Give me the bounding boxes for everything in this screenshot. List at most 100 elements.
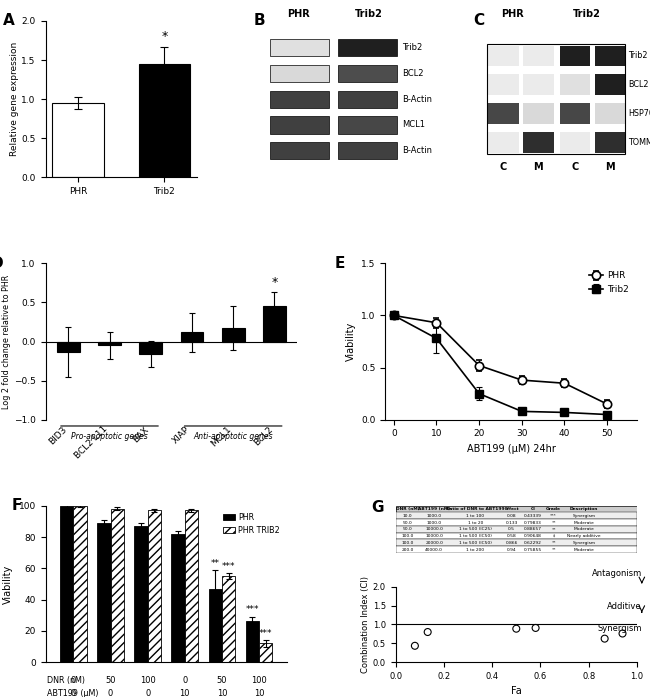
Text: Synergism: Synergism — [597, 625, 642, 634]
Text: 0.5: 0.5 — [508, 528, 515, 531]
Text: 0: 0 — [71, 689, 76, 697]
Text: Additive: Additive — [607, 602, 642, 611]
FancyBboxPatch shape — [523, 75, 554, 95]
Text: **: ** — [211, 558, 220, 567]
Text: 100.0: 100.0 — [402, 534, 414, 538]
Text: 10.0: 10.0 — [403, 514, 413, 518]
Text: HSP70: HSP70 — [628, 109, 650, 118]
Text: Ratio of DNR to ABT199: Ratio of DNR to ABT199 — [446, 507, 504, 511]
FancyBboxPatch shape — [595, 75, 625, 95]
Text: 50: 50 — [105, 676, 116, 685]
FancyBboxPatch shape — [338, 142, 397, 160]
Bar — [53, 103, 104, 177]
Text: 0.79833: 0.79833 — [525, 521, 542, 525]
FancyBboxPatch shape — [560, 132, 590, 153]
Text: 0.94: 0.94 — [506, 548, 516, 551]
Text: 10000.0: 10000.0 — [425, 528, 443, 531]
FancyBboxPatch shape — [560, 75, 590, 95]
Text: Effect: Effect — [504, 507, 519, 511]
FancyBboxPatch shape — [396, 512, 637, 519]
Bar — [148, 510, 161, 662]
Bar — [259, 643, 272, 662]
FancyBboxPatch shape — [396, 533, 637, 539]
Text: 1 to 100: 1 to 100 — [466, 514, 484, 518]
Bar — [138, 64, 190, 177]
X-axis label: Fa: Fa — [511, 687, 522, 696]
FancyBboxPatch shape — [396, 506, 637, 512]
Text: 0: 0 — [108, 689, 113, 697]
Bar — [73, 506, 86, 662]
Text: ‡: ‡ — [552, 534, 555, 538]
Text: **: ** — [551, 528, 556, 531]
Text: B-Actin: B-Actin — [402, 146, 432, 155]
Text: ***: *** — [246, 606, 259, 615]
Text: *: * — [161, 30, 168, 43]
Text: 20000.0: 20000.0 — [425, 541, 443, 545]
Text: ABT199 (nM): ABT199 (nM) — [418, 507, 450, 511]
Bar — [57, 342, 79, 352]
FancyBboxPatch shape — [560, 45, 590, 66]
Text: 0.90648: 0.90648 — [525, 534, 542, 538]
Bar — [181, 332, 203, 342]
Text: Synergism: Synergism — [573, 541, 595, 545]
Bar — [111, 509, 124, 662]
Text: B-Actin: B-Actin — [402, 95, 432, 104]
Text: Moderate: Moderate — [573, 548, 594, 551]
Y-axis label: Log 2 fold change relative to PHR: Log 2 fold change relative to PHR — [2, 275, 11, 408]
Text: 0.08: 0.08 — [506, 514, 516, 518]
Text: Synergism: Synergism — [573, 514, 595, 518]
Text: PHR: PHR — [501, 9, 524, 20]
Text: **: ** — [551, 541, 556, 545]
FancyBboxPatch shape — [488, 45, 519, 66]
Legend: PHR, PHR TRIB2: PHR, PHR TRIB2 — [220, 510, 283, 538]
Text: 100.0: 100.0 — [402, 541, 414, 545]
Text: 100: 100 — [251, 676, 267, 685]
Text: G: G — [371, 500, 384, 515]
Text: **: ** — [551, 548, 556, 551]
Bar — [222, 328, 244, 342]
Text: Moderate: Moderate — [573, 528, 594, 531]
FancyBboxPatch shape — [595, 103, 625, 124]
Text: 10: 10 — [254, 689, 265, 697]
Text: 1 to 200: 1 to 200 — [466, 548, 484, 551]
Bar — [185, 510, 198, 662]
FancyBboxPatch shape — [338, 65, 397, 82]
Text: 0.133: 0.133 — [505, 521, 517, 525]
Text: ***: *** — [259, 629, 272, 638]
FancyBboxPatch shape — [488, 75, 519, 95]
Bar — [97, 523, 110, 662]
Text: Trib2: Trib2 — [573, 9, 601, 20]
FancyBboxPatch shape — [338, 39, 397, 56]
Text: Nearly additive: Nearly additive — [567, 534, 601, 538]
Y-axis label: Relative gene expression: Relative gene expression — [10, 42, 19, 156]
Text: D: D — [0, 256, 3, 270]
FancyBboxPatch shape — [270, 65, 329, 82]
Point — [410, 641, 420, 652]
Point — [422, 627, 433, 638]
Text: CI: CI — [531, 507, 536, 511]
Bar — [263, 307, 286, 342]
FancyBboxPatch shape — [488, 103, 519, 124]
FancyBboxPatch shape — [270, 142, 329, 160]
FancyBboxPatch shape — [488, 132, 519, 153]
Text: DNR (nM): DNR (nM) — [47, 676, 84, 685]
Text: BCL2: BCL2 — [628, 80, 649, 89]
Text: 0.88657: 0.88657 — [524, 528, 542, 531]
Bar — [222, 576, 235, 662]
FancyBboxPatch shape — [396, 539, 637, 546]
Text: Grade: Grade — [546, 507, 561, 511]
Text: C: C — [500, 162, 507, 172]
Y-axis label: Combination Index (CI): Combination Index (CI) — [361, 576, 370, 673]
Text: M: M — [605, 162, 614, 172]
Text: Trib2: Trib2 — [355, 9, 382, 20]
Point — [530, 622, 541, 634]
Text: 0.62292: 0.62292 — [525, 541, 542, 545]
FancyBboxPatch shape — [270, 116, 329, 134]
Text: 50.0: 50.0 — [403, 521, 413, 525]
Text: *: * — [271, 276, 278, 289]
Text: 40000.0: 40000.0 — [425, 548, 443, 551]
Text: Antagonism: Antagonism — [592, 569, 642, 578]
Text: ***: *** — [222, 562, 235, 571]
Text: B: B — [254, 13, 265, 28]
Text: 50: 50 — [216, 676, 228, 685]
